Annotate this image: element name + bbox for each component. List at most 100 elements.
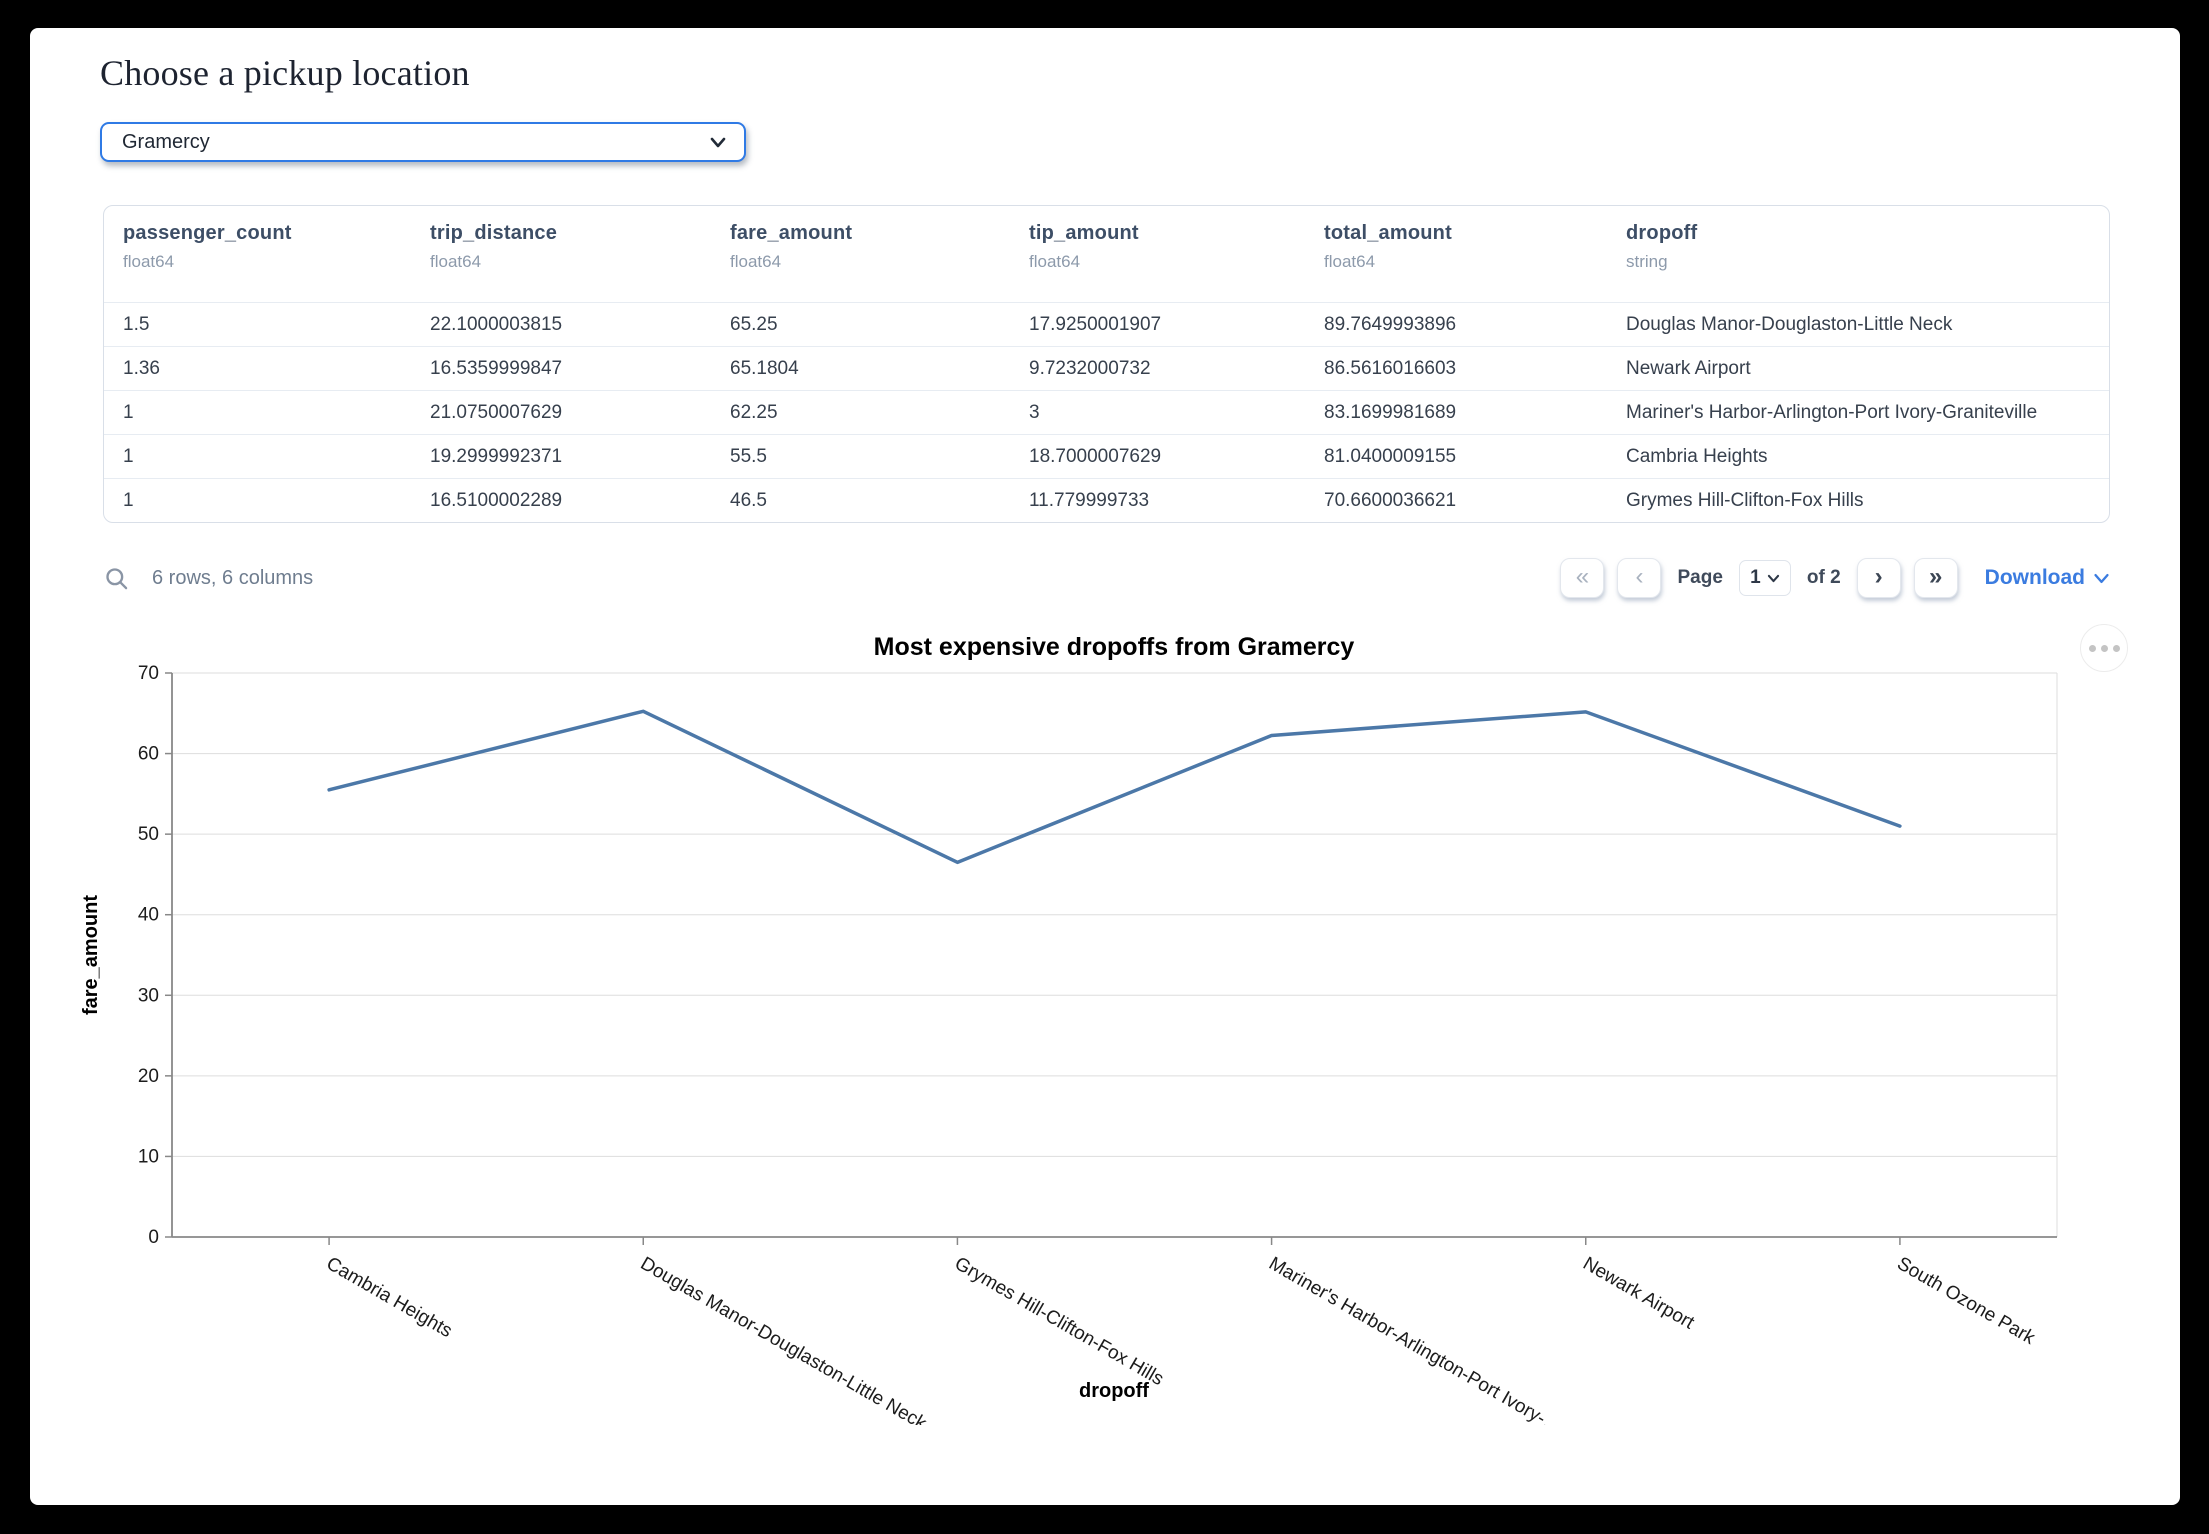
x-tick-label: Cambria Heights: [323, 1253, 456, 1342]
y-axis-title: fare_amount: [80, 895, 102, 1015]
column-header-trip_distance[interactable]: trip_distance float64: [411, 222, 711, 302]
column-header-passenger_count[interactable]: passenger_count float64: [104, 222, 411, 302]
y-tick-label: 60: [138, 744, 159, 765]
table-cell: 11.779999733: [1029, 489, 1150, 511]
pickup-location-value: Gramercy: [122, 130, 210, 153]
first-page-button[interactable]: «: [1560, 558, 1605, 598]
table-cell: 16.5100002289: [430, 489, 563, 511]
table-cell: 17.9250001907: [1029, 313, 1162, 335]
table-cell: Newark Airport: [1626, 357, 1751, 379]
table-cell: 1: [123, 489, 134, 511]
column-dtype: float64: [730, 252, 782, 271]
column-name: trip_distance: [430, 222, 558, 244]
chart-canvas: Most expensive dropoffs from Gramercy 0 1…: [80, 633, 2058, 1439]
chevron-down-icon: [2093, 570, 2110, 587]
x-tick-label: Mariner's Harbor-Arlington-Port Ivory-…: [1265, 1253, 1566, 1425]
table-cell: 1: [123, 445, 134, 467]
column-name: tip_amount: [1029, 222, 1139, 244]
table-body: 1.5 22.1000003815 65.25 17.9250001907 89.764…: [104, 302, 2109, 522]
y-tick-label: 70: [138, 663, 159, 684]
table-cell: Cambria Heights: [1626, 445, 1768, 467]
column-dtype: float64: [1324, 252, 1376, 271]
table-cell: 1.36: [123, 357, 160, 379]
dot-icon: [2112, 644, 2120, 652]
table-footer: 6 rows, 6 columns « ‹ Page 1 of 2 › » Do…: [103, 555, 2110, 601]
table-cell: 46.5: [730, 489, 767, 511]
chart-actions-menu-button[interactable]: [2080, 624, 2128, 672]
table-cell: 19.2999992371: [430, 445, 563, 467]
chevron-down-icon: [1767, 572, 1780, 585]
table-cell: 22.1000003815: [430, 313, 563, 335]
table-summary: 6 rows, 6 columns: [152, 566, 314, 589]
download-button[interactable]: Download: [1985, 566, 2110, 590]
page-title: Choose a pickup location: [100, 53, 470, 93]
last-page-button[interactable]: »: [1913, 558, 1958, 598]
x-tick-label: Newark Airport: [1579, 1253, 1698, 1334]
column-dtype: float64: [1029, 252, 1081, 271]
column-dtype: string: [1626, 252, 1668, 271]
dot-icon: [2088, 644, 2096, 652]
table-cell: 16.5359999847: [430, 357, 563, 379]
table-cell: 3: [1029, 401, 1040, 423]
fare-line-chart: Most expensive dropoffs from Gramercy 0 1…: [75, 615, 2105, 1439]
column-dtype: float64: [430, 252, 482, 271]
x-tick-label: Grymes Hill-Clifton-Fox Hills: [951, 1253, 1167, 1390]
table-cell: 70.6600036621: [1324, 489, 1457, 511]
x-tick-label: Douglas Manor-Douglaston-Little Neck: [637, 1253, 931, 1425]
table-row: 1 21.0750007629 62.25 3 83.1699981689 Mariner…: [104, 390, 2109, 434]
table-row: 1.36 16.5359999847 65.1804 9.7232000732 86.5…: [104, 346, 2109, 390]
column-header-total_amount[interactable]: total_amount float64: [1305, 222, 1607, 302]
fare-amount-line: [327, 709, 1902, 865]
table-row: 1 19.2999992371 55.5 18.7000007629 81.040000…: [104, 434, 2109, 478]
table-cell: 86.5616016603: [1324, 357, 1457, 379]
chart-title: Most expensive dropoffs from Gramercy: [874, 633, 1355, 661]
table-row: 1 16.5100002289 46.5 11.779999733 70.6600036…: [104, 478, 2109, 522]
y-tick-label: 10: [138, 1146, 159, 1167]
chevron-down-icon: [708, 132, 728, 152]
next-page-button[interactable]: ›: [1856, 558, 1901, 598]
column-dtype: float64: [123, 252, 175, 271]
table-cell: 1.5: [123, 313, 150, 335]
page-count-label: of 2: [1806, 567, 1841, 588]
download-label: Download: [1984, 566, 2085, 589]
table-cell: Grymes Hill-Clifton-Fox Hills: [1626, 489, 1864, 511]
table-cell: 83.1699981689: [1324, 401, 1457, 423]
pickup-location-select[interactable]: Gramercy: [100, 122, 746, 162]
table-cell: 89.7649993896: [1324, 313, 1457, 335]
table-cell: Douglas Manor-Douglaston-Little Neck: [1626, 313, 1953, 335]
table-cell: 62.25: [730, 401, 778, 423]
search-icon[interactable]: [103, 565, 130, 592]
y-tick-label: 40: [138, 905, 159, 926]
column-header-dropoff[interactable]: dropoff string: [1607, 222, 2109, 302]
notebook-card: Choose a pickup location Gramercy passen…: [30, 28, 2180, 1505]
previous-page-button[interactable]: ‹: [1617, 558, 1662, 598]
table-cell: 55.5: [730, 445, 767, 467]
table-row: 1.5 22.1000003815 65.25 17.9250001907 89.764…: [104, 302, 2109, 346]
column-header-tip_amount[interactable]: tip_amount float64: [1010, 222, 1305, 302]
x-axis-title: dropoff: [1079, 1380, 1149, 1402]
table-cell: 65.1804: [730, 357, 799, 379]
table-cell: 1: [123, 401, 134, 423]
table-cell: Mariner's Harbor-Arlington-Port Ivory-Gr…: [1626, 401, 2038, 423]
page-number-select[interactable]: 1: [1738, 560, 1791, 596]
column-name: total_amount: [1324, 222, 1452, 244]
y-tick-label: 0: [148, 1227, 159, 1248]
x-tick-label: South Ozone Park: [1893, 1253, 2038, 1349]
column-name: dropoff: [1626, 222, 1698, 244]
table-cell: 9.7232000732: [1029, 357, 1151, 379]
table-cell: 21.0750007629: [430, 401, 563, 423]
column-header-fare_amount[interactable]: fare_amount float64: [711, 222, 1010, 302]
page-number-value: 1: [1750, 567, 1761, 588]
table-cell: 65.25: [730, 313, 778, 335]
column-name: passenger_count: [123, 222, 292, 244]
table-cell: 18.7000007629: [1029, 445, 1162, 467]
y-tick-label: 50: [138, 824, 159, 845]
page-label: Page: [1677, 567, 1723, 588]
table-cell: 81.0400009155: [1324, 445, 1457, 467]
y-tick-label: 30: [138, 985, 159, 1006]
dot-icon: [2100, 644, 2108, 652]
y-tick-label: 20: [138, 1066, 159, 1087]
